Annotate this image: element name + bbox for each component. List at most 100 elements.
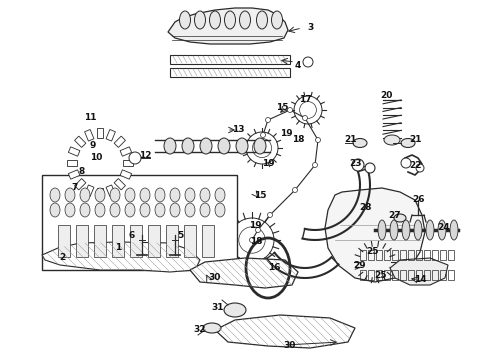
Circle shape: [416, 164, 424, 172]
Bar: [97, 128, 103, 138]
Ellipse shape: [164, 138, 176, 154]
Bar: [440, 270, 446, 280]
Polygon shape: [390, 258, 448, 285]
Ellipse shape: [224, 303, 246, 317]
Text: 4: 4: [295, 60, 301, 69]
Circle shape: [261, 132, 266, 138]
Bar: [368, 250, 374, 260]
Bar: [69, 147, 80, 156]
Text: 21: 21: [344, 135, 356, 144]
Text: 14: 14: [414, 275, 426, 284]
Ellipse shape: [240, 11, 250, 29]
Ellipse shape: [236, 138, 248, 154]
Ellipse shape: [426, 220, 434, 240]
Bar: [376, 250, 382, 260]
Bar: [416, 270, 422, 280]
Polygon shape: [325, 188, 425, 282]
Bar: [67, 160, 77, 166]
Ellipse shape: [200, 203, 210, 217]
Ellipse shape: [200, 138, 212, 154]
Bar: [432, 250, 438, 260]
Bar: [69, 170, 80, 179]
Ellipse shape: [224, 11, 236, 29]
Text: 8: 8: [79, 167, 85, 176]
Text: 12: 12: [139, 150, 151, 159]
Bar: [74, 136, 86, 148]
Ellipse shape: [140, 188, 150, 202]
Circle shape: [401, 158, 411, 168]
Bar: [440, 250, 446, 260]
Bar: [424, 250, 430, 260]
Polygon shape: [215, 315, 355, 348]
Circle shape: [249, 238, 254, 243]
Text: 15: 15: [254, 190, 266, 199]
Circle shape: [288, 108, 293, 112]
Bar: [114, 136, 125, 148]
Bar: [114, 179, 125, 190]
Text: 23: 23: [349, 158, 361, 167]
Bar: [170, 55, 290, 64]
Text: 30: 30: [209, 274, 221, 283]
Bar: [184, 225, 196, 257]
Ellipse shape: [378, 220, 386, 240]
Text: 6: 6: [129, 230, 135, 239]
Bar: [408, 270, 414, 280]
Circle shape: [352, 159, 364, 171]
Ellipse shape: [155, 188, 165, 202]
Ellipse shape: [185, 188, 195, 202]
Bar: [58, 225, 70, 257]
Text: 15: 15: [276, 104, 288, 112]
Text: 25: 25: [374, 270, 386, 279]
Text: 18: 18: [292, 135, 304, 144]
Ellipse shape: [218, 138, 230, 154]
Text: 16: 16: [268, 264, 280, 273]
Bar: [392, 250, 398, 260]
Ellipse shape: [254, 138, 266, 154]
Ellipse shape: [271, 11, 283, 29]
Bar: [384, 250, 390, 260]
Text: 25: 25: [366, 248, 378, 256]
Text: 31: 31: [212, 302, 224, 311]
Bar: [202, 225, 214, 257]
Ellipse shape: [256, 11, 268, 29]
Ellipse shape: [155, 203, 165, 217]
Bar: [106, 130, 116, 141]
Ellipse shape: [384, 135, 400, 145]
Ellipse shape: [394, 214, 406, 222]
Text: 17: 17: [299, 95, 311, 104]
Ellipse shape: [450, 220, 458, 240]
Ellipse shape: [95, 203, 105, 217]
Ellipse shape: [179, 11, 191, 29]
Bar: [360, 270, 366, 280]
Text: 3: 3: [307, 23, 313, 32]
Ellipse shape: [390, 220, 398, 240]
Bar: [432, 270, 438, 280]
Text: 21: 21: [409, 135, 421, 144]
Circle shape: [129, 152, 141, 164]
Bar: [392, 270, 398, 280]
Bar: [408, 250, 414, 260]
Bar: [42, 175, 237, 270]
Text: 20: 20: [380, 91, 392, 100]
Polygon shape: [190, 258, 298, 288]
Text: 18: 18: [250, 238, 262, 247]
Bar: [130, 225, 142, 257]
Text: 29: 29: [354, 261, 367, 270]
Bar: [368, 270, 374, 280]
Circle shape: [313, 162, 318, 167]
Text: 19: 19: [280, 129, 293, 138]
Text: 11: 11: [84, 113, 96, 122]
Ellipse shape: [65, 188, 75, 202]
Ellipse shape: [438, 220, 446, 240]
Circle shape: [316, 138, 320, 143]
Ellipse shape: [110, 203, 120, 217]
Ellipse shape: [414, 220, 422, 240]
Bar: [120, 147, 132, 156]
Bar: [85, 185, 94, 197]
Circle shape: [268, 212, 272, 217]
Bar: [416, 250, 422, 260]
Ellipse shape: [95, 188, 105, 202]
Text: 13: 13: [232, 126, 244, 135]
Text: 19: 19: [262, 158, 274, 167]
Ellipse shape: [140, 203, 150, 217]
